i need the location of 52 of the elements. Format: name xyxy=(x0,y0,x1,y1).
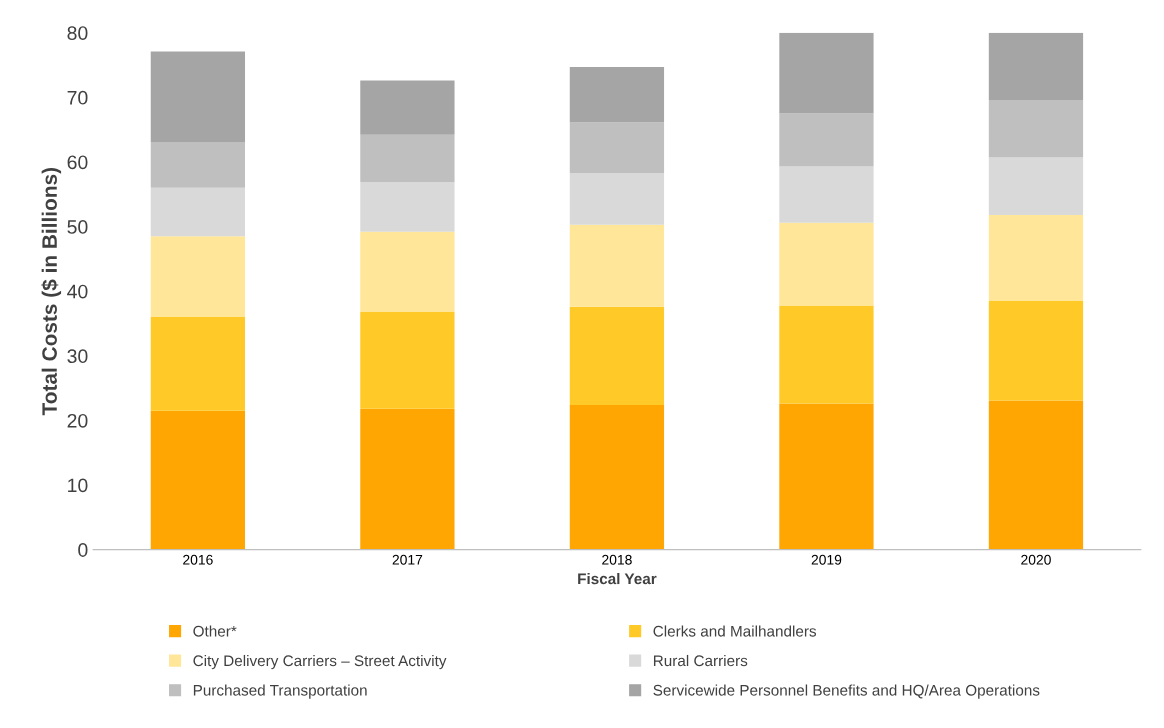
bar xyxy=(150,410,246,550)
y-tick-label: 30 xyxy=(67,349,88,364)
bar xyxy=(988,32,1084,100)
bar xyxy=(569,306,665,405)
x-tick-label: 2019 xyxy=(811,554,842,565)
x-tick-label: 2016 xyxy=(183,554,213,565)
y-tick-label: 10 xyxy=(68,478,88,493)
x-axis-title: Fiscal Year xyxy=(578,573,657,585)
y-tick-label: 0 xyxy=(78,543,88,557)
y-axis-title: Total Costs ($ in Billions) xyxy=(41,167,62,416)
bar xyxy=(569,122,665,173)
y-tick-label: 50 xyxy=(67,220,88,234)
y-tick-label: 70 xyxy=(67,90,88,105)
bar xyxy=(150,317,246,411)
y-tick-label: 60 xyxy=(67,155,88,170)
bar xyxy=(569,404,665,550)
bar xyxy=(360,231,455,312)
bar xyxy=(360,134,455,183)
x-tick-label: 2018 xyxy=(602,554,632,565)
bar xyxy=(779,166,874,223)
x-tick-label: 2017 xyxy=(392,554,423,565)
bar xyxy=(150,141,246,188)
bar xyxy=(150,187,246,237)
bar xyxy=(569,224,665,307)
bar xyxy=(988,214,1084,301)
bar xyxy=(988,157,1084,215)
y-tick-label: 20 xyxy=(67,413,88,428)
bar xyxy=(779,32,874,114)
bar xyxy=(569,67,665,123)
bar xyxy=(779,403,874,550)
legend-label: Clerks and Mailhandlers xyxy=(653,625,817,637)
y-tick-label: 40 xyxy=(67,284,88,299)
bar xyxy=(779,222,874,306)
bar xyxy=(779,305,874,404)
bar xyxy=(360,408,455,550)
bar xyxy=(360,182,455,232)
bar xyxy=(360,311,455,409)
legend-label: City Delivery Carriers – Street Activity xyxy=(193,654,447,670)
legend-label: Rural Carriers xyxy=(653,654,748,667)
bar xyxy=(569,172,665,225)
legend-label: Servicewide Personnel Benefits and HQ/Area Operations xyxy=(653,684,1040,699)
bar xyxy=(988,400,1084,550)
bar xyxy=(988,300,1084,401)
bar xyxy=(360,80,455,135)
bar xyxy=(779,113,874,167)
y-tick-label: 80 xyxy=(67,26,88,40)
bar xyxy=(150,236,246,318)
legend-label: Purchased Transportation xyxy=(193,684,367,699)
legend-label: Other* xyxy=(193,625,237,637)
bar xyxy=(988,99,1084,158)
bar xyxy=(150,51,246,142)
x-tick-label: 2020 xyxy=(1021,554,1051,565)
